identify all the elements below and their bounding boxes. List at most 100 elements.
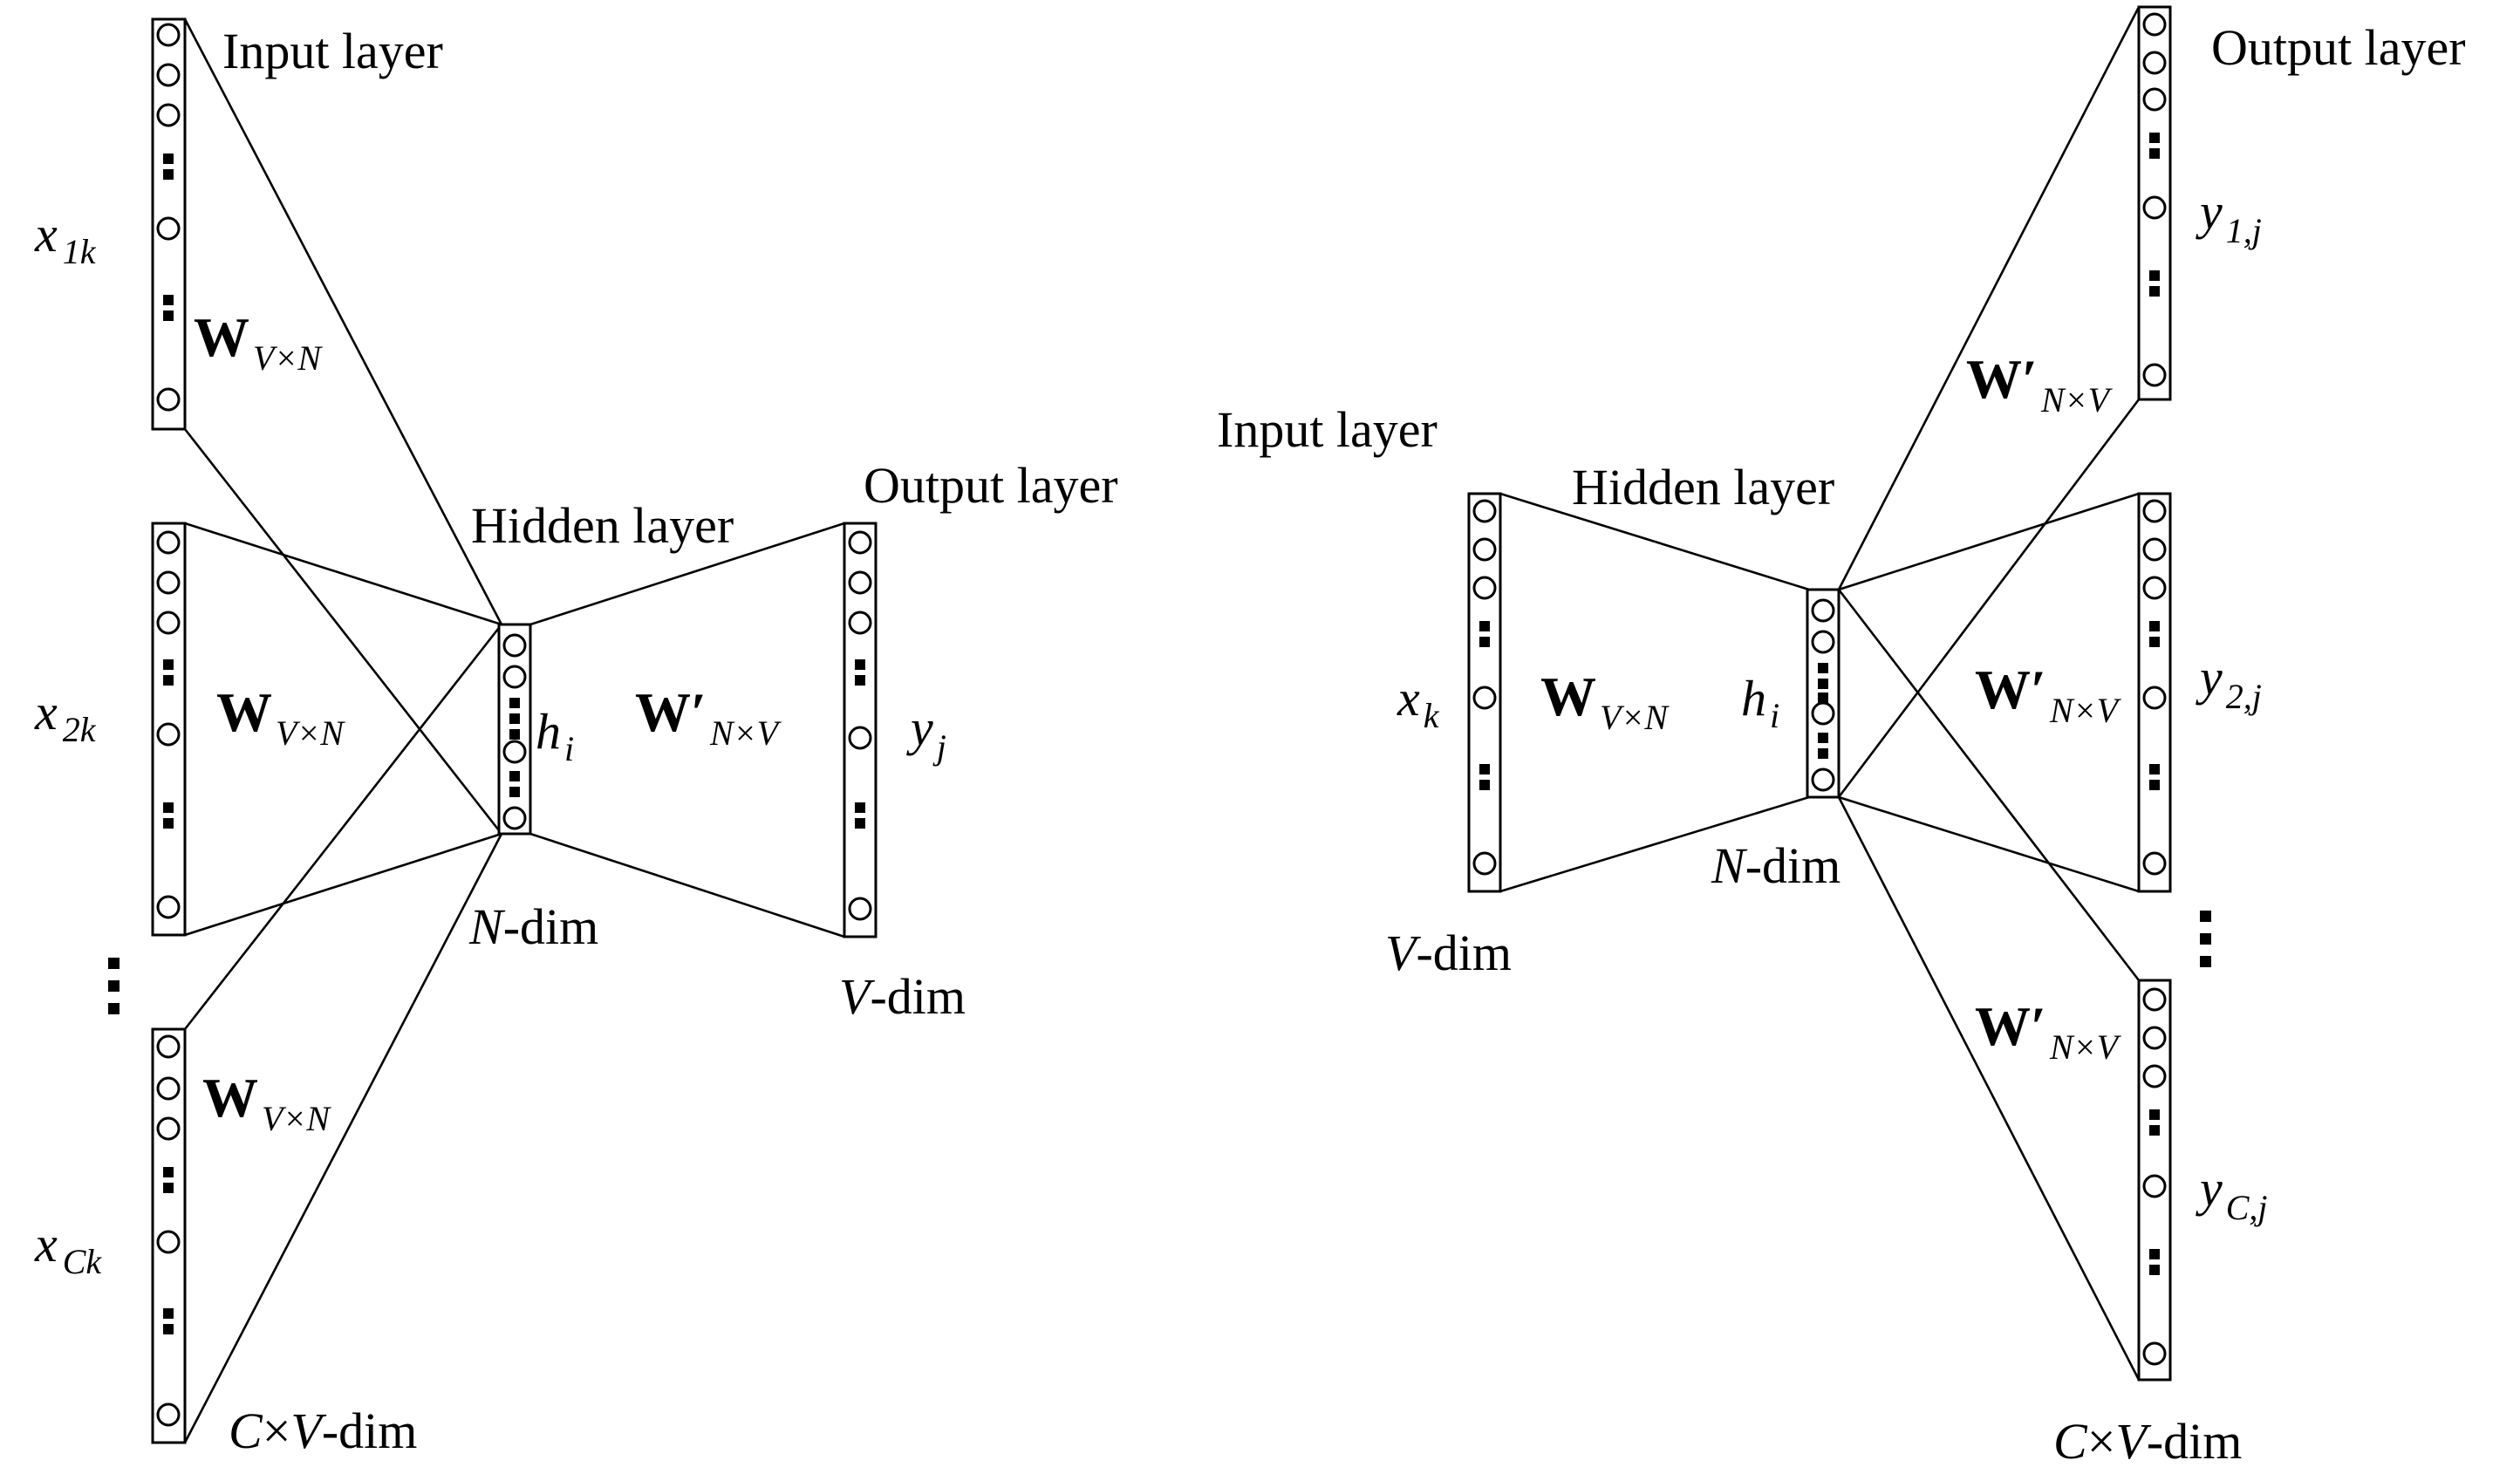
left-input-2-ellipsis-dot (163, 802, 174, 813)
left-output-ellipsis-dot (855, 802, 865, 813)
edge-in2-top (184, 522, 502, 626)
right-output-c-var: y C,j (2196, 1160, 2268, 1227)
right-input-dim: V-dim (1385, 925, 1512, 981)
right-input-neuron (1472, 851, 1497, 876)
left-hidden-ellipsis-dot (509, 787, 520, 797)
left-hidden-ellipsis-dot (509, 729, 520, 740)
left-output (843, 522, 878, 938)
left-hidden-neuron (502, 633, 527, 658)
left-input-1-ellipsis-dot (163, 154, 174, 164)
right-input-neuron (1472, 686, 1497, 710)
edge-in1-bottom (183, 428, 503, 835)
right-output-2-neuron (2142, 576, 2167, 600)
right-output-1-neuron (2142, 51, 2167, 75)
right-output-1 (2137, 5, 2172, 401)
edge-out-bottom (529, 832, 845, 938)
right-output-c-ellipsis-dot (2149, 1125, 2160, 1136)
right-output-c-neuron (2142, 1341, 2167, 1366)
left-hidden-ellipsis-dot (509, 698, 520, 708)
right-output-c-neuron (2142, 987, 2167, 1012)
left-output-ellipsis-dot (855, 675, 865, 686)
right-layer-boxes (1467, 5, 2172, 1382)
left-input-1-neuron (156, 103, 181, 127)
left-output-neuron (848, 726, 872, 750)
left-output-neuron (848, 530, 872, 555)
left-input-1-ellipsis-dot (163, 295, 174, 305)
right-output-c-neuron (2142, 1064, 2167, 1088)
right-hidden-ellipsis-dot (1818, 733, 1828, 743)
edge-right-in-top (1499, 492, 1810, 591)
edge-in1-top (183, 18, 503, 625)
left-hidden-ellipsis-dot (509, 771, 520, 781)
left-hidden-layer-label: Hidden layer (471, 497, 734, 554)
left-input-c (151, 1027, 187, 1444)
left-input-dim: C×V-dim (229, 1402, 417, 1459)
right-output-2 (2137, 492, 2172, 893)
left-input-2-neuron (156, 722, 181, 747)
left-input-1-neuron (156, 387, 181, 412)
right-output-2-ellipsis-dot (2149, 780, 2160, 790)
right-output-c-neuron (2142, 1026, 2167, 1050)
right-more-outputs-ellipsis (2200, 911, 2211, 967)
right-hidden-neuron (1811, 598, 1835, 623)
edge-right-out3-bottom (1837, 796, 2141, 1381)
left-input-c-ellipsis-dot (163, 1324, 174, 1334)
right-output-1-neuron (2142, 12, 2167, 37)
edge-right-out2-bottom (1838, 795, 2140, 893)
right-input-ellipsis-dot (1479, 764, 1490, 774)
edge-right-out1-top (1837, 6, 2141, 590)
left-weight-out: W′ N×V (635, 681, 782, 753)
right-output-1-neuron (2142, 195, 2167, 220)
left-input-layer-label: Input layer (222, 23, 443, 79)
left-output-ellipsis-dot (855, 659, 865, 670)
left-layer-boxes (151, 17, 878, 1444)
right-input (1467, 492, 1502, 893)
right-input-neuron (1472, 499, 1497, 523)
left-input-2-ellipsis-dot (163, 675, 174, 686)
left-input-1-neuron (156, 23, 181, 47)
left-hidden-neuron (502, 740, 527, 764)
right-output-c-ellipsis-dot (2149, 1109, 2160, 1120)
left-input-c-neuron (156, 1076, 181, 1101)
right-hidden-neuron (1811, 630, 1835, 654)
right-weight: W V×N (1540, 665, 1670, 737)
left-input-c-neuron (156, 1034, 181, 1059)
right-output-2-var: y 2,j (2196, 649, 2262, 716)
edge-out-top (529, 522, 845, 626)
left-input-1-neuron (156, 216, 181, 241)
right-output-1-neuron (2142, 87, 2167, 112)
edge-right-out2-top (1838, 492, 2140, 591)
left-output-neuron (848, 611, 872, 635)
right-output-1-neuron (2142, 363, 2167, 387)
edge-right-out1-bottom (1837, 399, 2141, 798)
right-input-ellipsis-dot (1479, 780, 1490, 790)
left-input-c-ellipsis-dot (163, 1167, 174, 1177)
left-hidden-dim: N-dim (468, 898, 598, 955)
left-weight-3: W V×N (202, 1067, 331, 1138)
right-output-2-neuron (2142, 499, 2167, 523)
right-output-c-ellipsis-dot (2149, 1249, 2160, 1259)
left-hidden-neuron (502, 806, 527, 830)
right-output-dim: C×V-dim (2053, 1413, 2242, 1467)
left-input-1 (151, 17, 187, 431)
right-output-c (2137, 979, 2172, 1382)
right-input-layer-label: Input layer (1217, 401, 1438, 458)
left-input-c-ellipsis-dot (163, 1308, 174, 1319)
left-input-2-ellipsis-dot (163, 659, 174, 670)
right-input-ellipsis-dot (1479, 621, 1490, 631)
left-input-2-neuron (156, 570, 181, 595)
left-input-c-neuron (156, 1402, 181, 1427)
right-output-c-neuron (2142, 1174, 2167, 1198)
right-input-neuron (1472, 576, 1497, 600)
right-hidden-ellipsis-dot (1818, 693, 1828, 703)
left-more-inputs-ellipsis (108, 958, 120, 1014)
left-connection-lines (183, 18, 845, 1443)
left-input-2-neuron (156, 895, 181, 919)
right-output-1-ellipsis-dot (2149, 286, 2160, 297)
right-hidden-neuron (1811, 768, 1835, 792)
edge-inc-top (183, 624, 503, 1030)
